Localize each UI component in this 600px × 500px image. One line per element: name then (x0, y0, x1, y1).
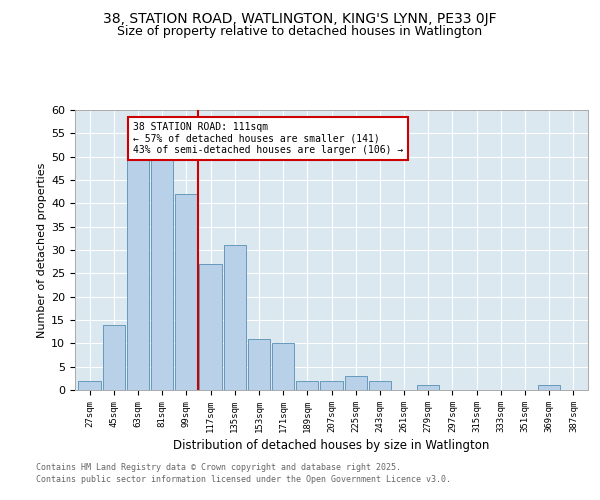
Bar (127, 156, 149, 390)
Bar (199, 264, 221, 390)
Bar (103, 324, 125, 390)
Bar (369, 380, 391, 390)
Y-axis label: Number of detached properties: Number of detached properties (37, 162, 47, 338)
X-axis label: Distribution of detached houses by size in Watlington: Distribution of detached houses by size … (173, 439, 490, 452)
Bar (79, 380, 101, 390)
Bar (320, 380, 343, 390)
Bar (151, 156, 173, 390)
Bar (272, 344, 294, 390)
Bar (248, 338, 270, 390)
Text: 38 STATION ROAD: 111sqm
← 57% of detached houses are smaller (141)
43% of semi-d: 38 STATION ROAD: 111sqm ← 57% of detache… (133, 122, 403, 155)
Text: Size of property relative to detached houses in Watlington: Size of property relative to detached ho… (118, 25, 482, 38)
Bar (344, 376, 367, 390)
Bar (538, 386, 560, 390)
Bar (296, 380, 319, 390)
Bar (175, 194, 197, 390)
Text: Contains public sector information licensed under the Open Government Licence v3: Contains public sector information licen… (36, 475, 451, 484)
Bar (417, 386, 439, 390)
Text: 38, STATION ROAD, WATLINGTON, KING'S LYNN, PE33 0JF: 38, STATION ROAD, WATLINGTON, KING'S LYN… (103, 12, 497, 26)
Text: Contains HM Land Registry data © Crown copyright and database right 2025.: Contains HM Land Registry data © Crown c… (36, 462, 401, 471)
Bar (224, 246, 246, 390)
